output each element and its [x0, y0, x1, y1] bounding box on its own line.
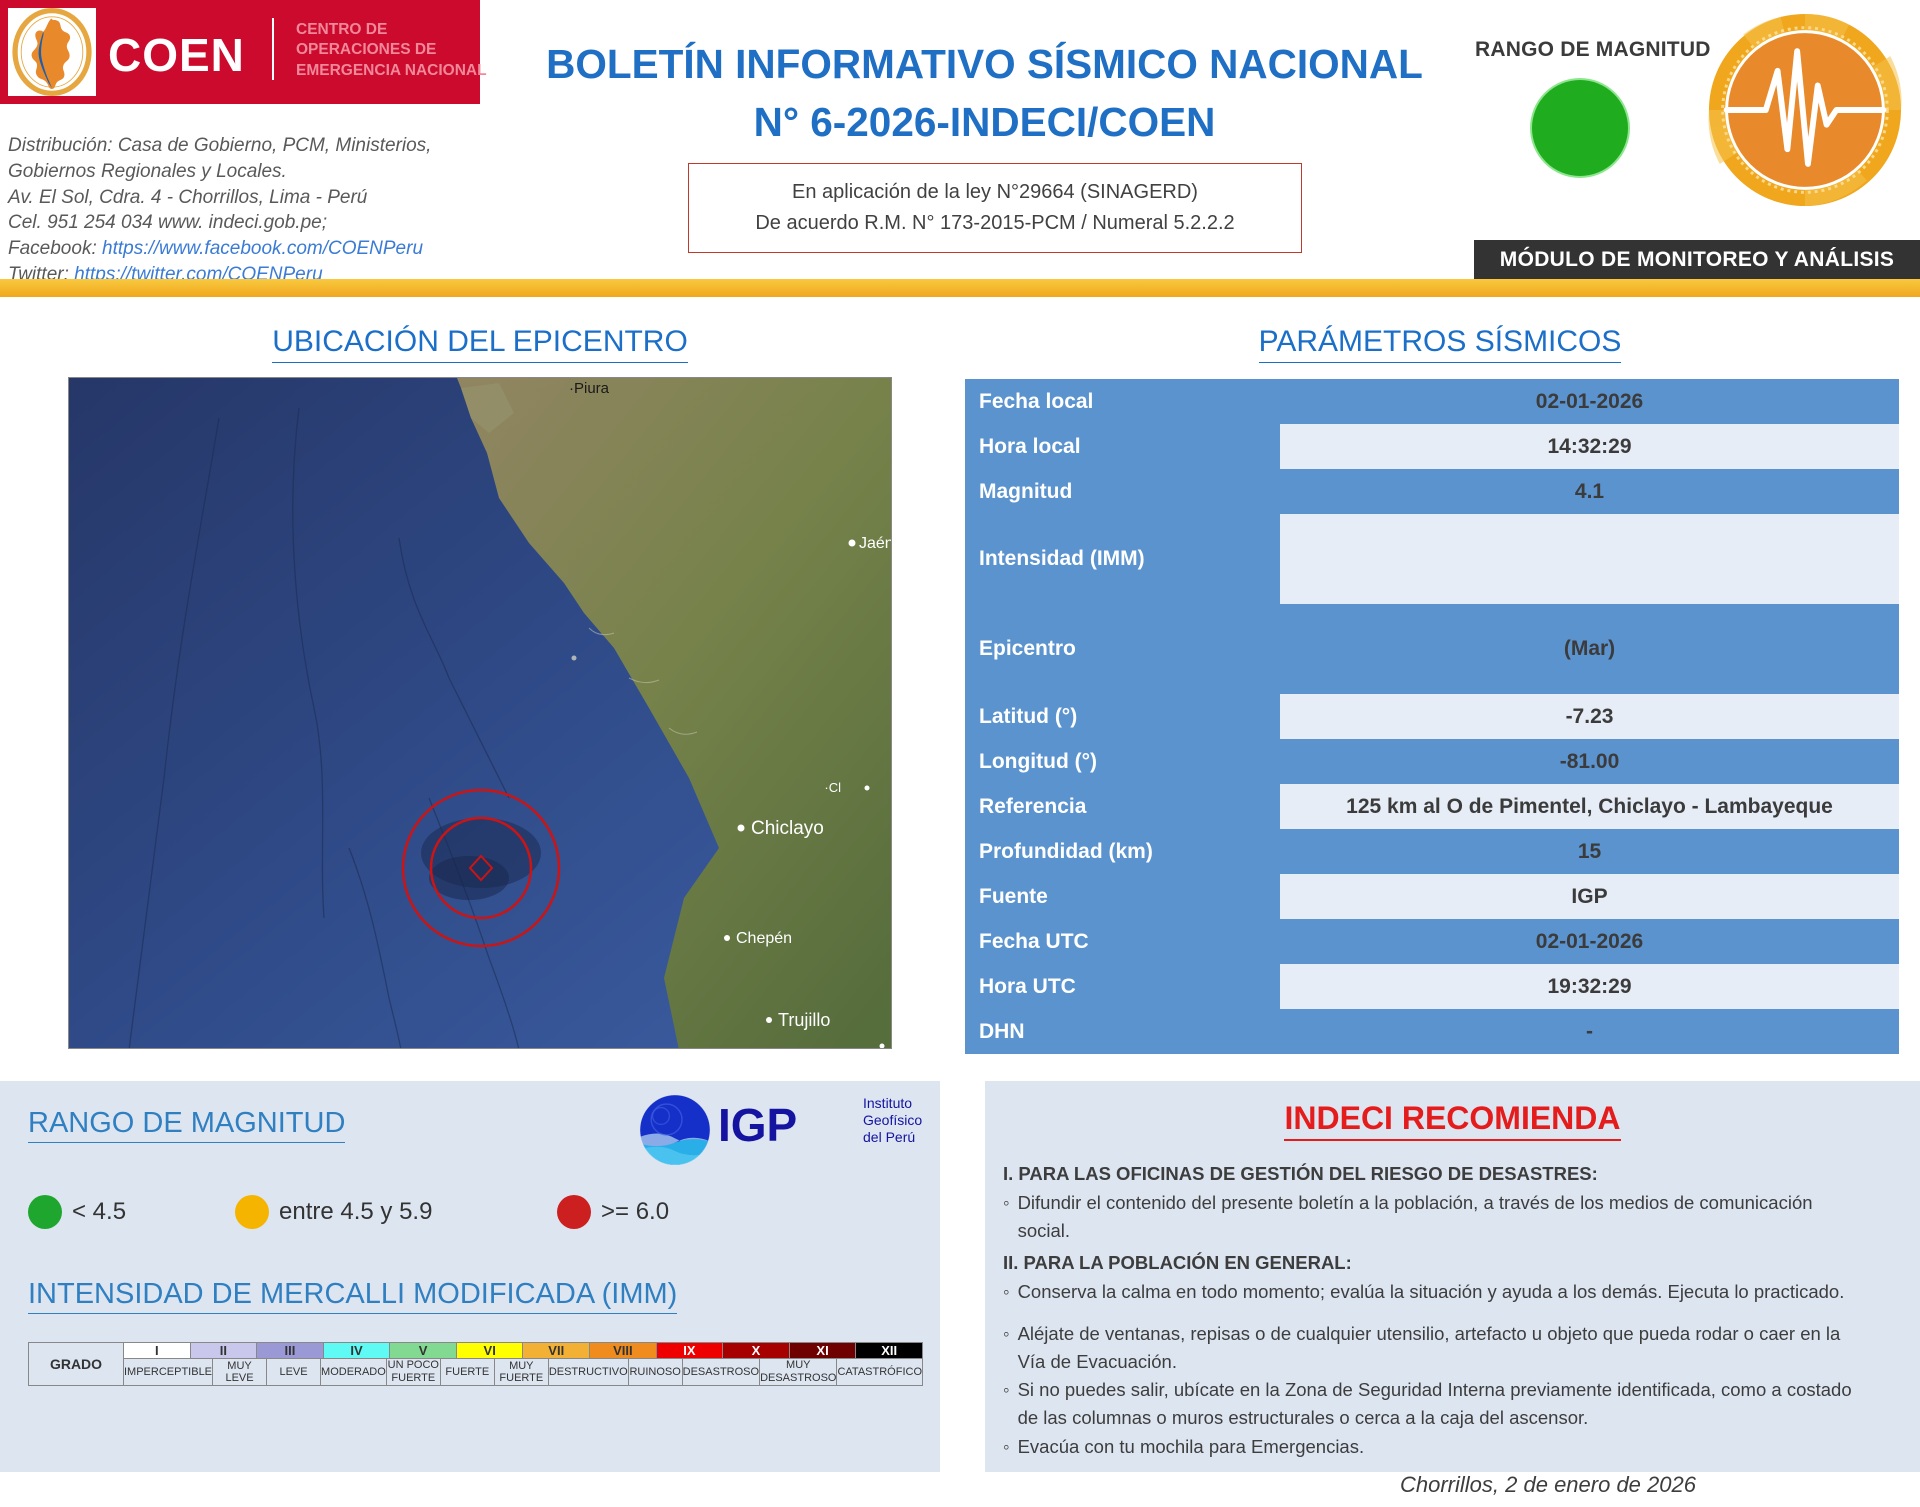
svg-text:Chiclayo: Chiclayo	[751, 818, 824, 839]
svg-text:·Piura: ·Piura	[569, 380, 610, 397]
svg-text:Trujillo: Trujillo	[778, 1010, 830, 1030]
svg-text:Jaén: Jaén	[859, 535, 892, 552]
svg-text:Chepén: Chepén	[736, 930, 792, 947]
svg-text:·Cl: ·Cl	[824, 780, 841, 795]
